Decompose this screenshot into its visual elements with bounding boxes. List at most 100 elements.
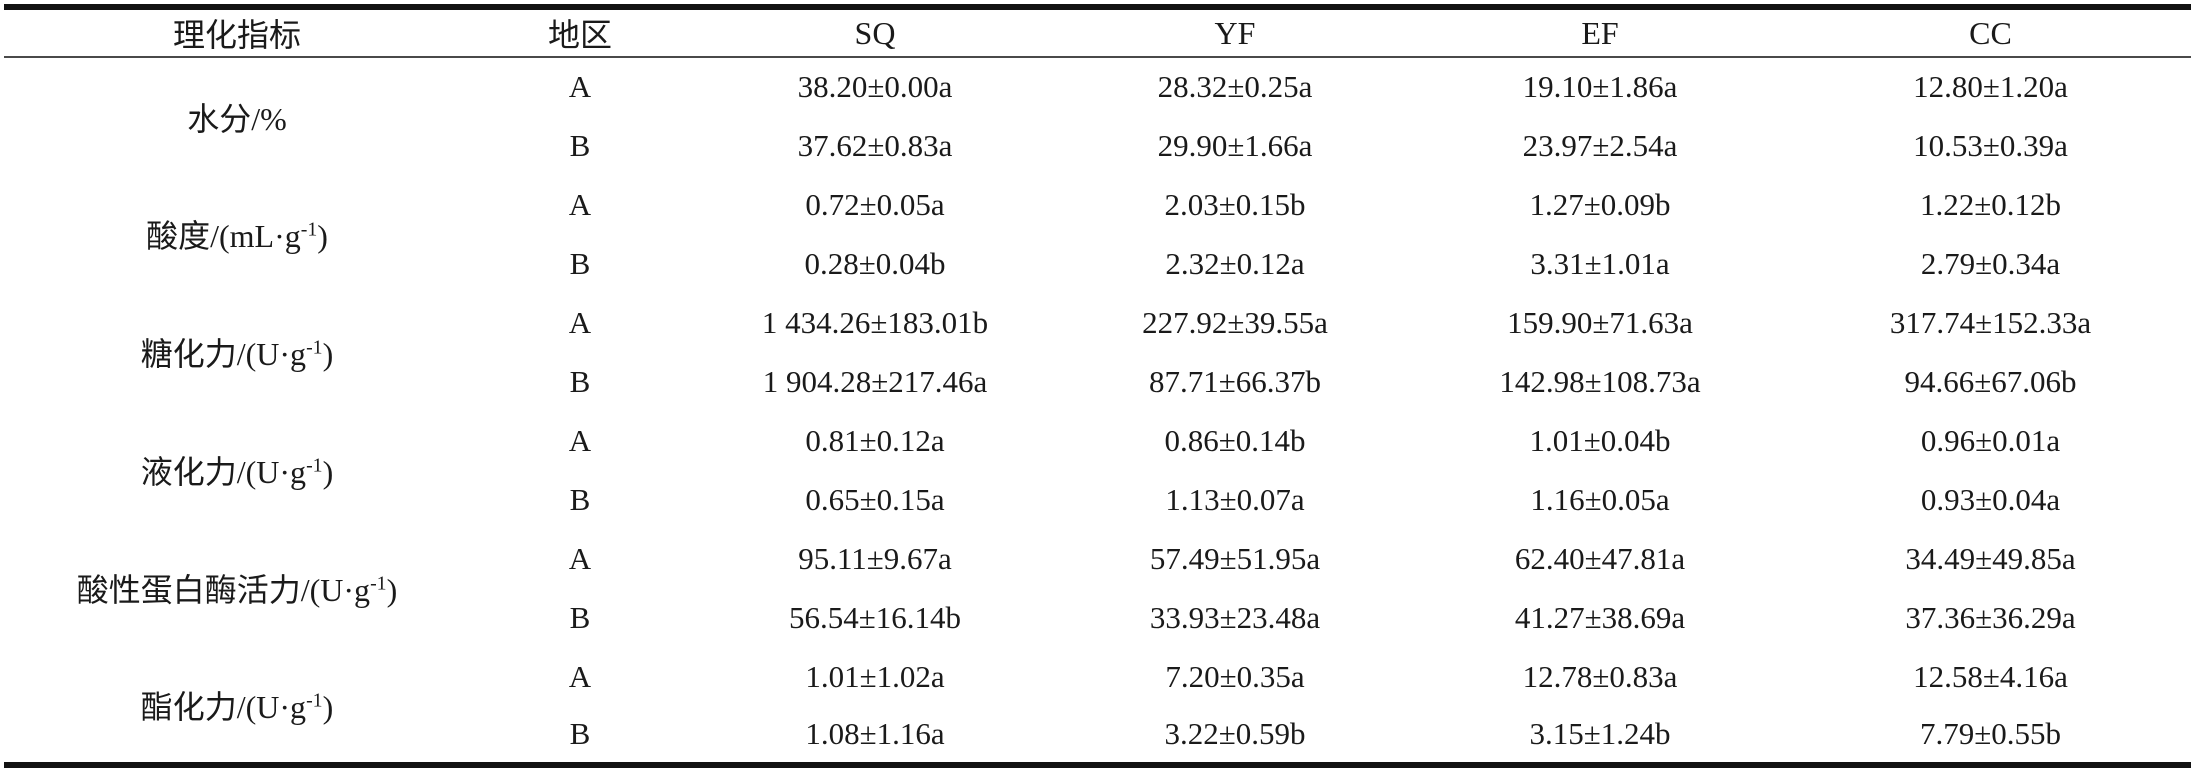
unit-close: ) — [322, 688, 334, 725]
region-cell: A — [568, 658, 592, 694]
value-cell: 142.98±108.73a — [1499, 363, 1701, 399]
physicochemical-indicators-table: 理化指标 地区 SQ YF EF CC 水分/% A 38.20±0.00a 2… — [4, 4, 2191, 768]
col-header-ef: EF — [1581, 14, 1619, 51]
value-cell: 227.92±39.55a — [1142, 304, 1328, 340]
value-cell: 1.01±0.04b — [1529, 422, 1671, 458]
indicator-label: 糖化力/(U·g — [140, 336, 307, 372]
value-cell: 0.28±0.04b — [804, 245, 946, 281]
value-cell: 33.93±23.48a — [1149, 599, 1321, 635]
region-cell: B — [569, 716, 591, 751]
value-cell: 3.31±1.01a — [1530, 245, 1670, 281]
value-cell: 3.22±0.59b — [1164, 716, 1306, 751]
indicator-label: 酸性蛋白酶活力/(U·g — [76, 572, 371, 608]
value-cell: 1 904.28±217.46a — [762, 363, 988, 399]
value-cell: 56.54±16.14b — [788, 599, 961, 635]
table-row: 酯化力/(U·g-1) A 1.01±1.02a 7.20±0.35a 12.7… — [4, 647, 2191, 725]
value-cell: 0.72±0.05a — [805, 186, 945, 222]
table-row: 酸性蛋白酶活力/(U·g-1) A 95.11±9.67a 57.49±51.9… — [4, 529, 2191, 609]
col-header-sq: SQ — [854, 14, 896, 51]
indicator-cell-saccharifying-power: 糖化力/(U·g-1) — [4, 293, 470, 411]
indicator-cell-esterifying-power: 酯化力/(U·g-1) — [4, 647, 470, 765]
region-cell: B — [569, 127, 591, 163]
col-header-region: 地区 — [547, 17, 612, 53]
value-cell: 62.40±47.81a — [1514, 540, 1686, 576]
value-cell: 3.15±1.24b — [1529, 716, 1671, 751]
indicator-label: 水分/% — [187, 100, 287, 137]
unit-superscript: -1 — [306, 688, 323, 711]
unit-close: ) — [322, 336, 334, 372]
indicator-cell-moisture: 水分/% — [4, 57, 470, 175]
value-cell: 28.32±0.25a — [1157, 69, 1313, 104]
value-cell: 12.78±0.83a — [1522, 658, 1678, 694]
value-cell: 12.80±1.20a — [1913, 69, 2068, 104]
value-cell: 0.86±0.14b — [1164, 422, 1306, 458]
value-cell: 87.71±66.37b — [1148, 363, 1321, 399]
table-row: B 0.28±0.04b 2.32±0.12a 3.31±1.01a 2.79±… — [4, 234, 2191, 293]
col-header-indicator: 理化指标 — [172, 17, 301, 53]
unit-superscript: -1 — [306, 336, 323, 359]
table-row: B 56.54±16.14b 33.93±23.48a 41.27±38.69a… — [4, 588, 2191, 647]
unit-superscript: -1 — [300, 218, 318, 241]
unit-close: ) — [317, 218, 328, 254]
indicator-label: 酸度/(mL·g — [146, 218, 301, 254]
value-cell: 10.53±0.39a — [1913, 127, 2068, 163]
indicator-cell-acidity: 酸度/(mL·g-1) — [4, 175, 470, 293]
indicator-label: 酯化力/(U·g — [140, 688, 307, 725]
value-cell: 2.03±0.15b — [1164, 186, 1306, 222]
unit-superscript: -1 — [306, 454, 323, 477]
table-row: B 1 904.28±217.46a 87.71±66.37b 142.98±1… — [4, 352, 2191, 411]
value-cell: 1 434.26±183.01b — [761, 304, 989, 340]
value-cell: 95.11±9.67a — [798, 540, 952, 576]
value-cell: 159.90±71.63a — [1507, 304, 1693, 340]
region-cell: A — [568, 540, 592, 576]
value-cell: 37.36±36.29a — [1905, 599, 2076, 635]
indicator-cell-liquefying-power: 液化力/(U·g-1) — [4, 411, 470, 529]
region-cell: B — [569, 245, 591, 281]
value-cell: 0.96±0.01a — [1920, 422, 2061, 458]
value-cell: 23.97±2.54a — [1522, 127, 1678, 163]
region-cell: B — [569, 481, 591, 517]
value-cell: 19.10±1.86a — [1522, 69, 1678, 104]
indicator-cell-acid-protease-activity: 酸性蛋白酶活力/(U·g-1) — [4, 529, 470, 647]
region-cell: A — [568, 186, 592, 222]
table-row: 糖化力/(U·g-1) A 1 434.26±183.01b 227.92±39… — [4, 293, 2191, 373]
value-cell: 2.79±0.34a — [1920, 245, 2061, 281]
value-cell: 7.20±0.35a — [1165, 658, 1305, 694]
table-row: 水分/% A 38.20±0.00a 28.32±0.25a 19.10±1.8… — [4, 57, 2191, 137]
value-cell: 1.08±1.16a — [805, 716, 945, 751]
value-cell: 0.81±0.12a — [805, 422, 945, 458]
indicator-label: 液化力/(U·g — [140, 454, 307, 490]
value-cell: 12.58±4.16a — [1913, 658, 2068, 694]
unit-superscript: -1 — [370, 572, 387, 595]
value-cell: 317.74±152.33a — [1889, 304, 2092, 340]
value-cell: 2.32±0.12a — [1165, 245, 1305, 281]
col-header-yf: YF — [1214, 14, 1256, 51]
unit-close: ) — [322, 454, 334, 490]
region-cell: B — [569, 363, 591, 399]
region-cell: B — [569, 599, 591, 635]
value-cell: 34.49±49.85a — [1905, 540, 2076, 576]
table-row: 酸度/(mL·g-1) A 0.72±0.05a 2.03±0.15b 1.27… — [4, 175, 2191, 255]
region-cell: A — [568, 304, 592, 340]
region-cell: A — [568, 422, 592, 458]
table-row: B 37.62±0.83a 29.90±1.66a 23.97±2.54a 10… — [4, 116, 2191, 175]
value-cell: 38.20±0.00a — [797, 69, 953, 104]
value-cell: 1.16±0.05a — [1530, 481, 1670, 517]
value-cell: 7.79±0.55b — [1919, 716, 2061, 751]
value-cell: 94.66±67.06b — [1904, 363, 2077, 399]
table-row: B 1.08±1.16a 3.22±0.59b 3.15±1.24b 7.79±… — [4, 706, 2191, 765]
value-cell: 1.01±1.02a — [805, 658, 945, 694]
header-row: 理化指标 地区 SQ YF EF CC — [4, 7, 2191, 57]
value-cell: 37.62±0.83a — [797, 127, 953, 163]
value-cell: 29.90±1.66a — [1157, 127, 1313, 163]
value-cell: 57.49±51.95a — [1149, 540, 1321, 576]
value-cell: 1.27±0.09b — [1529, 186, 1671, 222]
region-cell: A — [568, 69, 592, 104]
table-row: B 0.65±0.15a 1.13±0.07a 1.16±0.05a 0.93±… — [4, 470, 2191, 529]
value-cell: 1.22±0.12b — [1919, 186, 2061, 222]
value-cell: 41.27±38.69a — [1514, 599, 1686, 635]
value-cell: 1.13±0.07a — [1165, 481, 1305, 517]
unit-close: ) — [386, 572, 398, 608]
value-cell: 0.65±0.15a — [805, 481, 945, 517]
